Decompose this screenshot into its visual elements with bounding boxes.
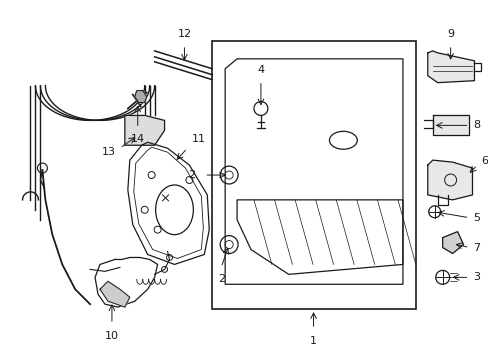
Text: 9: 9 <box>446 29 453 39</box>
Polygon shape <box>427 160 471 200</box>
Text: 2: 2 <box>188 170 195 180</box>
Polygon shape <box>124 116 164 145</box>
Polygon shape <box>427 51 473 83</box>
Text: 14: 14 <box>130 134 144 144</box>
Polygon shape <box>442 231 463 253</box>
Bar <box>212 41 415 309</box>
Text: 5: 5 <box>472 213 480 223</box>
Polygon shape <box>135 91 146 103</box>
Text: 6: 6 <box>480 156 488 166</box>
Polygon shape <box>432 116 468 135</box>
Text: 2: 2 <box>217 274 224 284</box>
Text: 7: 7 <box>472 243 480 252</box>
Text: 4: 4 <box>257 65 264 75</box>
Text: 8: 8 <box>472 120 480 130</box>
Text: 3: 3 <box>472 272 480 282</box>
Polygon shape <box>100 281 129 307</box>
Text: 13: 13 <box>102 147 116 157</box>
Text: 10: 10 <box>105 331 119 341</box>
Text: 11: 11 <box>191 134 205 144</box>
Text: 1: 1 <box>309 336 316 346</box>
Text: 12: 12 <box>177 29 191 39</box>
